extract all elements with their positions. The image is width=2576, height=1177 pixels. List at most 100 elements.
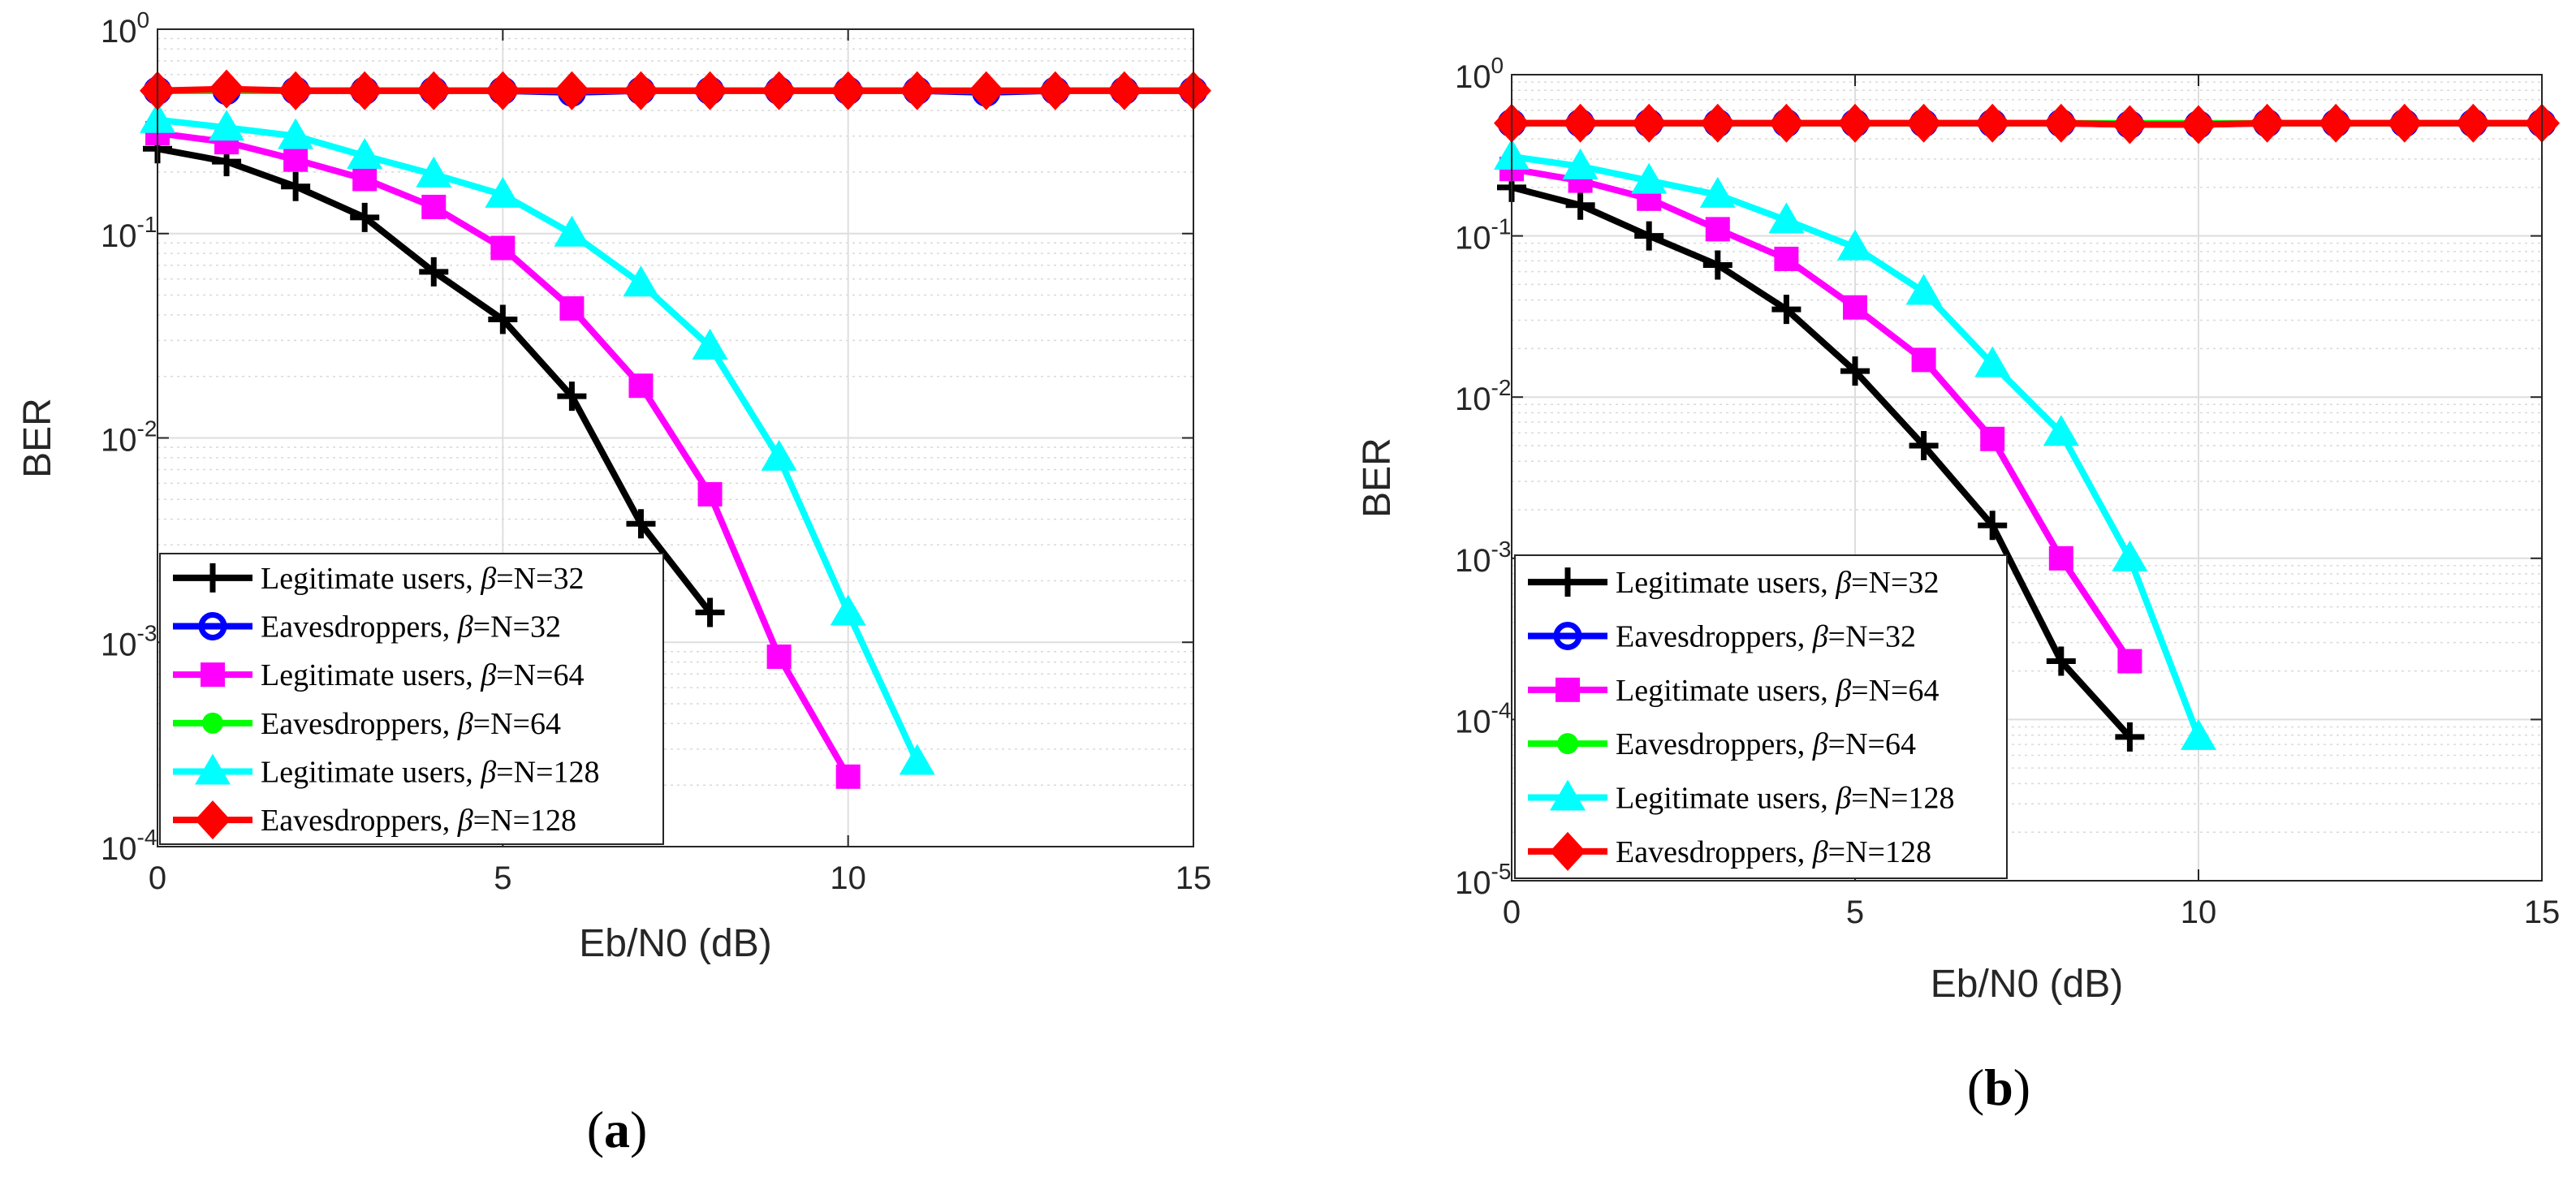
- series-line: [157, 116, 921, 764]
- legend-marker: [1553, 622, 1582, 650]
- data-point: [1562, 148, 1599, 179]
- x-tick-label: 10: [830, 860, 866, 896]
- data-point: [557, 382, 587, 412]
- data-point: [2181, 105, 2216, 144]
- data-point: [1905, 274, 1942, 305]
- data-point: [623, 71, 659, 110]
- data-point: [485, 71, 521, 110]
- data-point: [485, 176, 521, 208]
- data-point: [1771, 295, 1801, 325]
- data-point: [350, 202, 380, 232]
- legend-label: Eavesdroppers, β=N=32: [1616, 620, 1916, 654]
- data-point: [1840, 356, 1870, 386]
- legend-item: Legitimate users, β=N=128: [173, 753, 599, 790]
- legend-item: Legitimate users, β=N=64: [1528, 674, 1939, 708]
- series-5: [140, 69, 1211, 110]
- data-point: [2115, 722, 2145, 752]
- series-line: [1510, 183, 2133, 739]
- data-point: [761, 71, 797, 110]
- data-point: [1562, 103, 1599, 143]
- data-point: [1905, 103, 1942, 143]
- data-point: [1037, 71, 1073, 110]
- legend-label: Legitimate users, β=N=32: [1616, 566, 1939, 600]
- legend-marker: [1556, 677, 1580, 702]
- y-tick-label: 10-1: [101, 212, 157, 254]
- legend: Legitimate users, β=N=32 Eavesdroppers, β…: [1514, 554, 2008, 879]
- data-point: [1699, 176, 1736, 208]
- data-point: [2117, 649, 2142, 674]
- data-point: [2043, 103, 2079, 143]
- y-tick-label: 10-3: [101, 620, 157, 662]
- data-point: [623, 265, 659, 297]
- data-point: [488, 304, 518, 334]
- data-point: [283, 147, 309, 172]
- legend-item: Eavesdroppers, β=N=64: [173, 707, 561, 741]
- x-tick-label: 5: [1846, 895, 1864, 930]
- legend-marker: [202, 712, 223, 734]
- data-point: [419, 257, 449, 287]
- series-5: [1494, 103, 2560, 144]
- x-tick-label: 15: [1176, 860, 1212, 896]
- data-point: [628, 373, 654, 399]
- legend: Legitimate users, β=N=32 Eavesdroppers, β…: [159, 553, 664, 845]
- data-point: [1768, 103, 1805, 143]
- data-point: [416, 71, 452, 110]
- legend-box: [1514, 554, 2008, 879]
- legend-item: Eavesdroppers, β=N=128: [1528, 831, 1931, 871]
- legend-marker: [1550, 779, 1586, 811]
- x-tick-label: 10: [2181, 895, 2217, 930]
- series-4: [140, 101, 935, 775]
- legend-label: Eavesdroppers, β=N=64: [1616, 727, 1916, 761]
- data-point: [1774, 246, 1799, 271]
- data-point: [830, 594, 866, 626]
- data-point: [692, 71, 728, 110]
- data-point: [1106, 71, 1142, 110]
- data-point: [1974, 103, 2011, 143]
- data-point: [766, 645, 792, 670]
- data-point: [281, 171, 311, 201]
- legend-box: [159, 553, 664, 845]
- legend-label: Legitimate users, β=N=64: [261, 658, 584, 692]
- y-tick-label: 10-2: [1455, 375, 1511, 417]
- legend-marker: [1550, 831, 1586, 871]
- data-point: [626, 509, 656, 539]
- data-point: [1634, 221, 1664, 251]
- legend-item: Eavesdroppers, β=N=128: [173, 800, 576, 840]
- y-tick-label: 100: [1455, 53, 1504, 95]
- data-point: [1978, 511, 2008, 541]
- data-point: [2386, 103, 2423, 143]
- data-point: [1980, 426, 2005, 451]
- legend-label: Legitimate users, β=N=128: [1616, 782, 1954, 816]
- y-tick-label: 10-4: [1455, 697, 1511, 739]
- chart-panel-a: 0 5 10 15 100 10-1 10-2 10-3 10-4 Eb/N0 (dB) BER Le…: [16, 7, 1211, 1158]
- legend-marker: [198, 612, 227, 640]
- legend-label: Eavesdroppers, β=N=128: [261, 804, 576, 838]
- data-point: [695, 597, 725, 627]
- legend-marker: [1557, 733, 1578, 755]
- legend-marker: [201, 662, 225, 688]
- data-point: [278, 118, 314, 149]
- data-point: [899, 744, 935, 775]
- axes-frame: [1511, 74, 2543, 882]
- x-tick-label: 0: [149, 860, 166, 896]
- data-point: [209, 110, 245, 141]
- legend-item: Legitimate users, β=N=64: [173, 658, 584, 692]
- data-point: [1705, 217, 1730, 242]
- data-point: [2249, 103, 2285, 143]
- legend-label: Legitimate users, β=N=32: [261, 562, 584, 596]
- data-point: [2043, 415, 2079, 446]
- y-tick-label: 10-2: [101, 416, 157, 459]
- data-point: [347, 71, 383, 110]
- data-point: [416, 156, 452, 188]
- series-2: [1499, 157, 2142, 674]
- y-axis-label: BER: [1356, 438, 1399, 518]
- data-point: [1699, 103, 1736, 143]
- x-tick-label: 15: [2524, 895, 2561, 930]
- series-line: [1512, 119, 2542, 128]
- legend-item: Legitimate users, β=N=32: [173, 562, 584, 596]
- y-tick-label: 10-3: [1455, 537, 1511, 579]
- legend-marker: [1553, 567, 1582, 597]
- y-tick-label: 10-1: [1455, 214, 1511, 257]
- data-point: [697, 481, 723, 507]
- data-point: [554, 215, 590, 247]
